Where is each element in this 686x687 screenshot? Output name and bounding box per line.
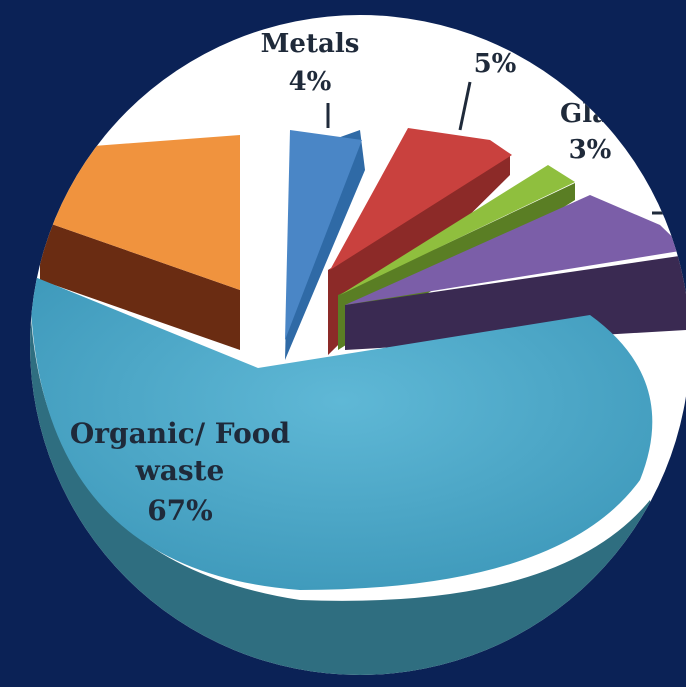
slice-orange [40, 135, 240, 290]
slice-organic [30, 275, 653, 590]
label-metals-name: Metals [261, 29, 360, 59]
slice-orange-side [40, 220, 240, 350]
slice-organic-side [30, 300, 660, 675]
label-organic-pct: 67% [147, 494, 213, 527]
leader-line-plastic [458, 81, 472, 131]
label-glass-pct: 3% [569, 135, 612, 165]
slice-metals [285, 130, 362, 340]
slice-purple [345, 195, 686, 305]
slice-glass [340, 165, 575, 295]
label-metals-pct: 4% [289, 67, 332, 97]
label-organic-line1: Organic/ Food [70, 417, 290, 450]
label-plastic-pct: 5% [474, 49, 517, 79]
label-organic-line2: waste [135, 454, 225, 487]
slice-plastic [330, 128, 512, 270]
label-plastic-name: Plas [440, 2, 501, 32]
label-glass-name: Glas [560, 99, 624, 129]
